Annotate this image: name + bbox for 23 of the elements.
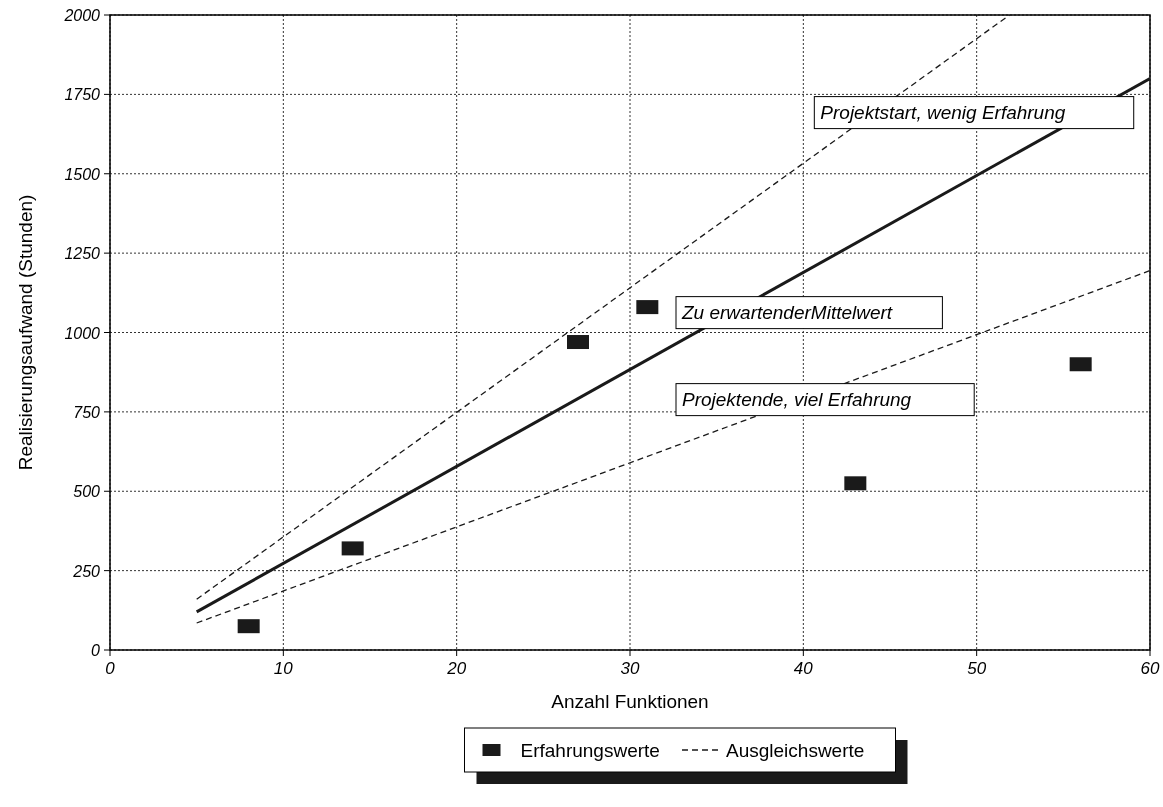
x-tick-label: 30 bbox=[620, 659, 640, 678]
x-tick-label: 0 bbox=[105, 659, 116, 678]
y-tick-label: 1000 bbox=[64, 324, 101, 342]
x-axis-title: Anzahl Funktionen bbox=[551, 691, 709, 712]
y-tick-label: 2000 bbox=[63, 7, 101, 24]
y-tick-label: 750 bbox=[73, 403, 101, 421]
x-tick-label: 60 bbox=[1140, 659, 1160, 678]
y-axis-title: Realisierungsaufwand (Stunden) bbox=[15, 194, 36, 471]
y-tick-label: 250 bbox=[72, 562, 101, 580]
x-tick-label: 10 bbox=[273, 659, 294, 678]
y-tick-label: 1750 bbox=[64, 86, 101, 104]
annotation: Projektende, viel Erfahrung bbox=[682, 388, 912, 410]
y-tick-label: 1500 bbox=[64, 165, 101, 183]
annotation: Projektstart, wenig Erfahrung bbox=[820, 101, 1066, 123]
x-tick-label: 50 bbox=[967, 659, 987, 678]
x-tick-label: 20 bbox=[446, 659, 467, 678]
y-tick-label: 0 bbox=[91, 642, 101, 659]
y-tick-label: 500 bbox=[73, 483, 101, 501]
x-tick-label: 40 bbox=[793, 659, 814, 678]
y-tick-label: 1250 bbox=[64, 245, 101, 263]
legend-label: Erfahrungswerte bbox=[520, 740, 660, 761]
annotation: Zu erwartenderMittelwert bbox=[681, 301, 893, 323]
legend-label: Ausgleichswerte bbox=[726, 740, 865, 761]
